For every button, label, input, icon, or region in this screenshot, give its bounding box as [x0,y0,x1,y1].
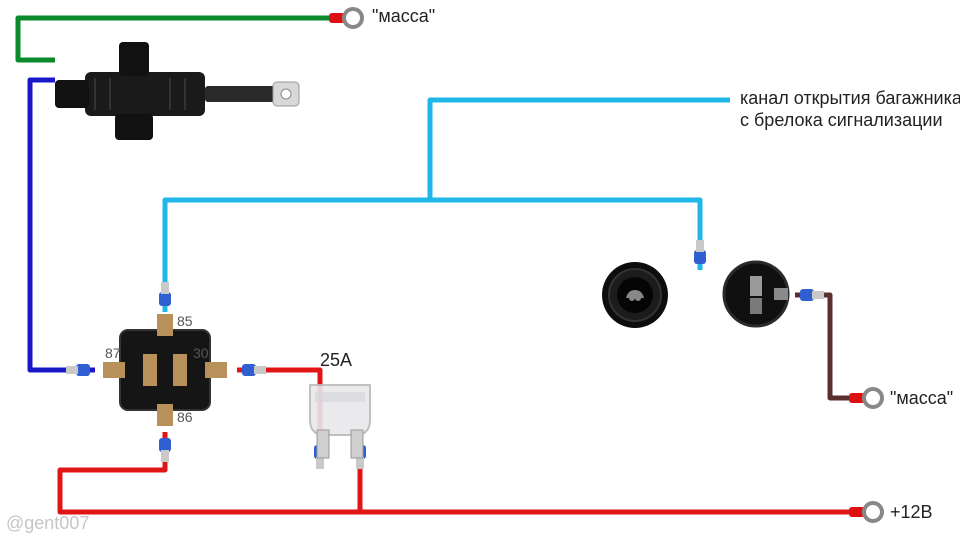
ring-terminal-top [329,9,362,27]
button-socket-component [720,258,792,330]
watermark: @gent007 [6,513,89,534]
relay-component: 85 86 87 30 [95,310,235,430]
label-signal-2: с брелока сигнализации [740,110,943,131]
crimp-button [694,240,706,264]
relay-pin-85: 85 [177,313,193,329]
crimp-relay-87 [66,364,90,376]
actuator-component [55,42,315,142]
label-v12: +12В [890,502,933,523]
fuse-component [295,380,385,470]
ring-terminal-ground-right [849,389,882,407]
relay-pin-86: 86 [177,409,193,425]
relay-pin-30: 30 [193,345,209,361]
relay-pin-87: 87 [105,345,121,361]
crimp-relay-30 [242,364,266,376]
crimp-socket [800,289,824,301]
push-button-component [600,260,670,330]
ring-terminal-v12 [849,503,882,521]
crimp-relay-86 [159,438,171,462]
crimp-relay-85 [159,282,171,306]
label-fuse: 25A [320,350,352,371]
label-ground-right: "масса" [890,388,953,409]
wire-red-main [60,432,850,512]
label-ground-top: "масса" [372,6,435,27]
label-signal-1: канал открытия багажника [740,88,960,109]
wire-brown [795,295,850,398]
